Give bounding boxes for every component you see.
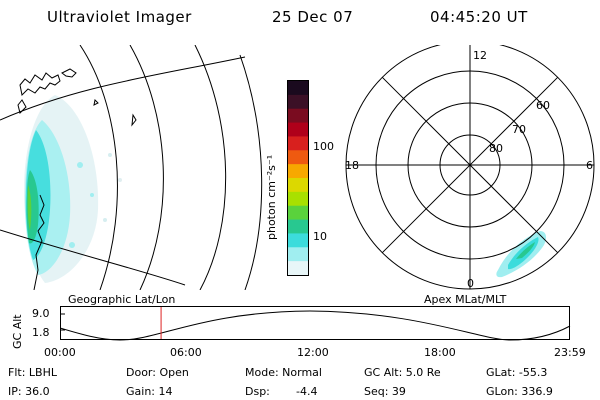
altitude-timeline bbox=[60, 306, 571, 341]
mlat-label-70: 70 bbox=[512, 123, 526, 136]
instrument-title: Ultraviolet Imager bbox=[47, 8, 192, 26]
altitude-tick-high: 9.0 bbox=[32, 307, 50, 320]
mlt-label-0: 0 bbox=[467, 277, 474, 290]
aurora-emission-geo bbox=[24, 95, 122, 283]
mlt-label-12: 12 bbox=[473, 49, 487, 62]
status-door: Door: Open bbox=[126, 366, 189, 379]
colorbar-band bbox=[288, 81, 308, 96]
colorbar-band bbox=[288, 150, 308, 165]
colorbar-band bbox=[288, 191, 308, 207]
coastline bbox=[17, 68, 137, 290]
status-dsp-label: Dsp: bbox=[245, 385, 270, 398]
mlt-label-6: 6 bbox=[586, 159, 593, 172]
colorbar-band bbox=[288, 247, 308, 262]
status-ip: IP: 36.0 bbox=[8, 385, 50, 398]
status-gc-alt: GC Alt: 5.0 Re bbox=[364, 366, 441, 379]
mlt-label-18: 18 bbox=[345, 159, 359, 172]
altitude-curve bbox=[60, 310, 571, 341]
colorbar-band bbox=[288, 261, 308, 275]
colorbar-band bbox=[288, 94, 308, 110]
status-mode: Mode: Normal bbox=[245, 366, 322, 379]
status-glat: GLat: -55.3 bbox=[486, 366, 548, 379]
colorbar-band bbox=[288, 122, 308, 137]
geo-grid-lines bbox=[0, 45, 263, 290]
colorbar-unit-label: photon cm⁻²s⁻¹ bbox=[265, 154, 278, 240]
time-tick-1800: 18:00 bbox=[424, 346, 456, 359]
status-flt: Flt: LBHL bbox=[8, 366, 57, 379]
colorbar-tick-10: 10 bbox=[313, 230, 327, 243]
colorbar-band bbox=[288, 136, 308, 151]
time-tick-0600: 06:00 bbox=[170, 346, 202, 359]
image-date: 25 Dec 07 bbox=[272, 8, 354, 26]
geographic-caption: Geographic Lat/Lon bbox=[68, 293, 176, 306]
colorbar-band bbox=[288, 178, 308, 193]
altitude-axis-label: GC Alt bbox=[11, 314, 24, 349]
colorbar-band bbox=[288, 108, 308, 124]
time-tick-1200: 12:00 bbox=[297, 346, 329, 359]
image-time: 04:45:20 UT bbox=[430, 8, 528, 26]
altitude-tick-low: 1.8 bbox=[32, 326, 50, 339]
colorbar-band bbox=[288, 233, 308, 248]
time-tick-0000: 00:00 bbox=[44, 346, 76, 359]
intensity-colorbar bbox=[287, 80, 309, 276]
colorbar-tick-100: 100 bbox=[313, 140, 334, 153]
status-glon: GLon: 336.9 bbox=[486, 385, 553, 398]
mlat-label-60: 60 bbox=[536, 99, 550, 112]
apex-polar-plot: 12 18 6 0 60 70 80 bbox=[345, 45, 595, 290]
geographic-map-panel bbox=[0, 45, 263, 290]
colorbar-band bbox=[288, 205, 308, 221]
aurora-emission-polar bbox=[496, 231, 547, 278]
status-dsp-value: -4.4 bbox=[296, 385, 318, 398]
status-seq: Seq: 39 bbox=[364, 385, 406, 398]
time-tick-2359: 23:59 bbox=[554, 346, 586, 359]
polar-grid bbox=[345, 45, 595, 290]
apex-caption: Apex MLat/MLT bbox=[424, 293, 507, 306]
mlat-label-80: 80 bbox=[489, 142, 503, 155]
colorbar-band bbox=[288, 164, 308, 179]
status-gain: Gain: 14 bbox=[126, 385, 173, 398]
colorbar-band bbox=[288, 219, 308, 234]
